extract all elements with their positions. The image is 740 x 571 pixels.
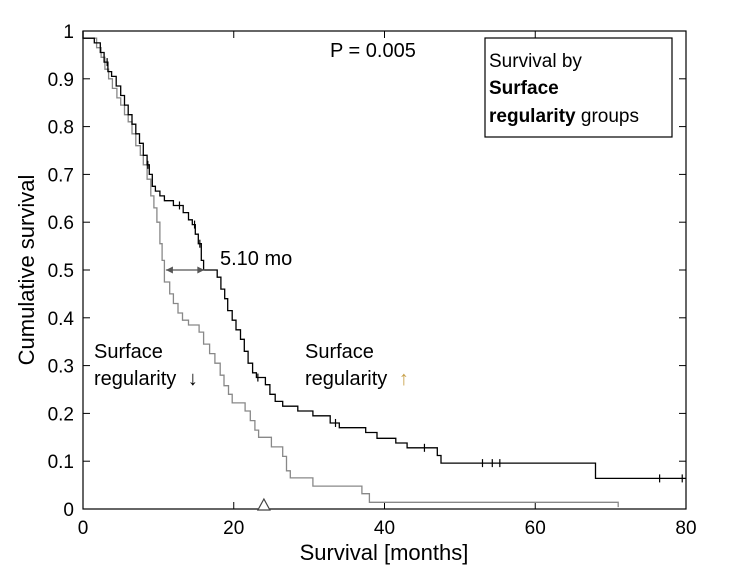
series-label-high-line1: Surface — [305, 341, 374, 363]
y-tick-label: 0.2 — [48, 404, 74, 425]
x-tick-label: 80 — [675, 518, 696, 539]
y-tick-label: 0.4 — [48, 309, 75, 330]
axis-ticks: 0 20 40 60 80 0 0.1 0.2 0.3 0.4 0.5 0.6 0.7 0.8 0.9 1 — [48, 22, 697, 539]
y-tick-label: 1 — [63, 22, 74, 43]
legend-line2: Surface — [489, 78, 559, 99]
x-tick-label: 60 — [525, 518, 546, 539]
x-tick-label: 0 — [78, 518, 89, 539]
median-gap-arrowhead-right — [197, 266, 205, 274]
p-value-label: P = 0.005 — [330, 40, 416, 62]
legend-line3: regularity groups — [489, 106, 639, 127]
triangle-marker-icon — [256, 497, 271, 511]
legend-line3-bold: regularity — [489, 106, 576, 127]
y-tick-label: 0.5 — [48, 261, 74, 282]
median-gap-label: 5.10 mo — [220, 248, 292, 270]
arrow-down-icon: ↓ — [188, 368, 198, 390]
legend-line1: Survival by — [489, 51, 582, 72]
legend-box — [484, 37, 673, 138]
median-gap-arrowhead-left — [165, 266, 173, 274]
series-label-high-text: regularity — [305, 368, 387, 390]
survival-curves — [82, 31, 686, 508]
x-axis-title: Survival [months] — [300, 540, 469, 565]
series-label-low: Surface regularity ↓ — [94, 341, 198, 390]
censor-marks — [106, 58, 683, 483]
x-tick-label: 40 — [374, 518, 395, 539]
y-tick-label: 0.1 — [48, 452, 74, 473]
series-label-low-line2: regularity ↓ — [94, 368, 198, 390]
x-tick-label: 20 — [223, 518, 244, 539]
y-tick-label: 0.6 — [48, 213, 74, 234]
y-tick-label: 0 — [63, 500, 74, 521]
legend-line3-rest: groups — [576, 106, 639, 127]
series-label-high: Surface regularity ↑ — [305, 341, 409, 390]
median-gap-annotation: 5.10 mo — [165, 248, 292, 274]
y-tick-label: 0.8 — [48, 118, 74, 139]
series-label-high-line2: regularity ↑ — [305, 368, 409, 390]
curve-surface-regularity-high — [82, 31, 686, 480]
y-tick-label: 0.7 — [48, 165, 74, 186]
series-label-low-text: regularity — [94, 368, 176, 390]
curve-surface-regularity-low — [82, 31, 619, 508]
series-label-low-line1: Surface — [94, 341, 163, 363]
y-tick-label: 0.9 — [48, 70, 74, 91]
y-tick-label: 0.3 — [48, 357, 74, 378]
y-axis-title: Cumulative survival — [14, 175, 39, 366]
arrow-up-icon: ↑ — [399, 368, 409, 390]
legend: Survival by Surface regularity groups — [484, 37, 673, 138]
